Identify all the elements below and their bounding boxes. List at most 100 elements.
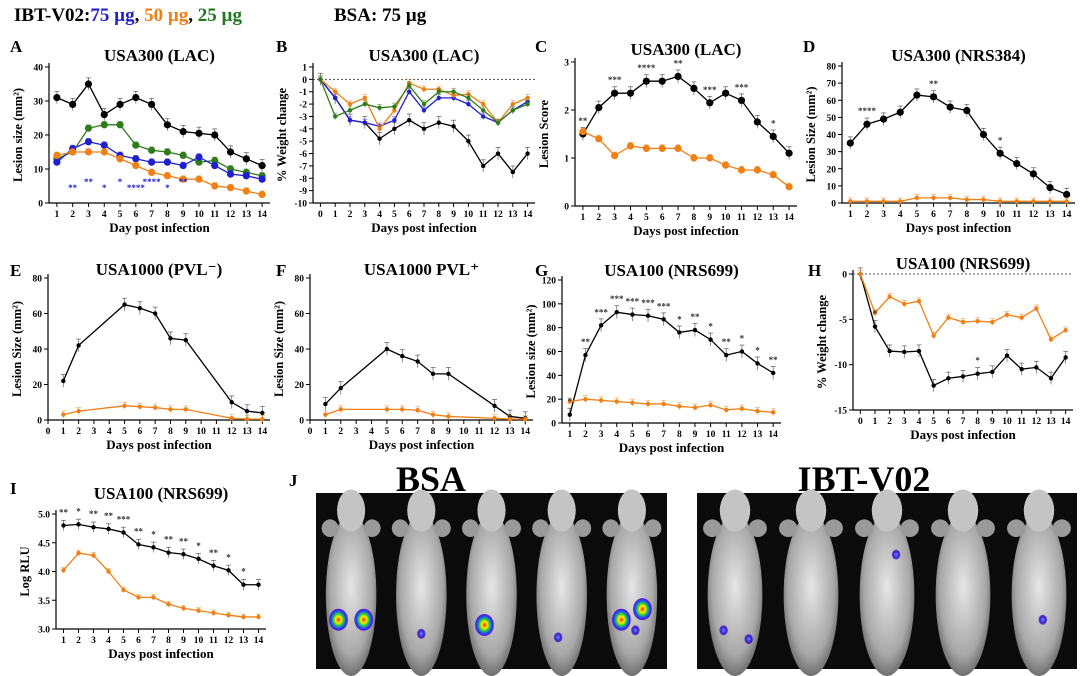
mouse-head xyxy=(337,489,366,532)
panel-b-point xyxy=(318,77,323,82)
panel-e-letter: E xyxy=(10,261,21,280)
panel-d-point xyxy=(1014,199,1019,204)
panel-g-point xyxy=(739,349,745,354)
panel-h-x-tick-label: 7 xyxy=(961,417,966,427)
panel-h-series-0 xyxy=(857,267,1069,392)
panel-b-series-3 xyxy=(317,75,531,127)
panel-c-x-tick-label: 6 xyxy=(660,213,665,223)
panel-g-significance: ** xyxy=(769,355,779,365)
panel-i-y-label: Log RLU xyxy=(18,546,32,596)
panel-c-x-tick-label: 7 xyxy=(676,213,681,223)
panel-b-x-tick-label: 10 xyxy=(464,210,474,220)
panel-d-point xyxy=(981,197,986,202)
panel-b-point xyxy=(451,89,456,94)
panel-a-significance: ** xyxy=(179,177,189,187)
panel-g-x-tick-label: 7 xyxy=(661,430,666,440)
panel-a-point xyxy=(69,100,77,108)
panel-e-x-label: Days post infection xyxy=(106,437,212,452)
panel-i-point xyxy=(241,582,246,587)
panel-d-point xyxy=(947,195,953,201)
panel-h-point xyxy=(960,374,966,379)
panel-b-point xyxy=(525,101,530,107)
panel-b-point xyxy=(481,163,486,169)
panel-d-point xyxy=(1031,199,1036,204)
panel-a-point xyxy=(100,141,108,149)
panel-g-x-tick-label: 3 xyxy=(599,430,604,440)
panel-g-y-tick-label: 0 xyxy=(551,420,556,430)
panel-g-point xyxy=(708,337,713,342)
panel-d-x-tick-label: 8 xyxy=(964,210,969,220)
panel-a-point xyxy=(116,100,124,108)
panel-b-point xyxy=(362,120,367,125)
panel-e-point xyxy=(137,305,143,311)
mouse-body xyxy=(859,514,915,676)
panel-a-point xyxy=(132,155,140,163)
panel-e-point xyxy=(122,302,127,307)
panel-a-point xyxy=(258,190,266,199)
panel-d-x-tick-label: 10 xyxy=(995,210,1005,220)
panel-g-point xyxy=(645,401,651,407)
mouse-forelimb xyxy=(703,519,722,537)
panel-g-point xyxy=(770,370,776,376)
panel-g-x-tick-label: 5 xyxy=(630,430,635,440)
panel-g-series-0-line xyxy=(569,311,774,415)
panel-c-series-1 xyxy=(579,127,793,191)
panel-d-series-0 xyxy=(846,88,1071,201)
panel-i-point xyxy=(196,608,201,613)
panel-f-x-tick-label: 2 xyxy=(338,427,343,437)
panel-d-point xyxy=(929,93,938,101)
panel-d-point xyxy=(1063,190,1071,199)
panel-d-y-tick-label: 70 xyxy=(827,80,837,90)
panel-e-series-0 xyxy=(60,297,265,420)
panel-a-x-tick-label: 2 xyxy=(70,210,75,220)
panel-b-point xyxy=(407,89,412,94)
panel-c-point xyxy=(690,154,698,162)
panel-c-y-tick-label: 1 xyxy=(564,155,569,165)
panel-c-x-tick-label: 9 xyxy=(707,213,712,223)
panel-a-significance: * xyxy=(118,177,123,187)
panel-e-x-tick-label: 7 xyxy=(153,427,158,437)
panel-d-x-tick-label: 2 xyxy=(865,210,870,220)
panel-e-x-tick-label: 3 xyxy=(92,427,97,437)
panel-j-letter: J xyxy=(289,471,298,490)
panel-b-x-tick-label: 13 xyxy=(508,210,518,220)
panel-g-title: USA100 (NRS699) xyxy=(604,261,739,280)
panel-e-point xyxy=(260,416,265,422)
panel-c-x-tick-label: 10 xyxy=(721,213,731,223)
panel-b-y-tick-label: -10 xyxy=(294,200,307,210)
panel-c-significance: *** xyxy=(703,85,717,95)
luminescence-signal xyxy=(329,608,348,631)
panel-c-point xyxy=(674,144,682,152)
panel-e-x-tick-label: 14 xyxy=(258,427,268,437)
panel-d-significance: ** xyxy=(929,79,939,89)
mouse-forelimb xyxy=(391,519,409,537)
panel-e-x-tick-label: 10 xyxy=(196,427,206,437)
panel-c-point xyxy=(642,77,650,85)
panel-f-series-0-line xyxy=(324,348,526,419)
mouse-forelimb xyxy=(824,519,843,537)
panel-b-y-tick-label: -8 xyxy=(299,175,307,185)
panel-g-point xyxy=(708,402,713,408)
panel-d-point xyxy=(914,195,920,201)
panel-c-point xyxy=(769,171,777,179)
panel-d-point xyxy=(1029,170,1037,178)
luminescence-signal xyxy=(475,614,494,636)
mouse-forelimb xyxy=(321,519,339,537)
panel-d-x-tick-label: 1 xyxy=(848,210,853,220)
panel-g-significance: *** xyxy=(594,307,608,317)
panel-b-point xyxy=(481,101,486,107)
panel-a-point xyxy=(163,158,171,166)
panel-a-x-tick-label: 12 xyxy=(226,210,236,220)
panel-a-title: USA300 (LAC) xyxy=(104,46,215,65)
panel-b-x-tick-label: 0 xyxy=(318,210,323,220)
panel-h-point xyxy=(1019,315,1024,320)
luminescence-signal xyxy=(891,549,901,560)
panel-c-point xyxy=(785,183,793,191)
panel-g-series-1 xyxy=(567,395,776,416)
mouse xyxy=(532,489,592,676)
panel-d-point xyxy=(846,139,854,147)
